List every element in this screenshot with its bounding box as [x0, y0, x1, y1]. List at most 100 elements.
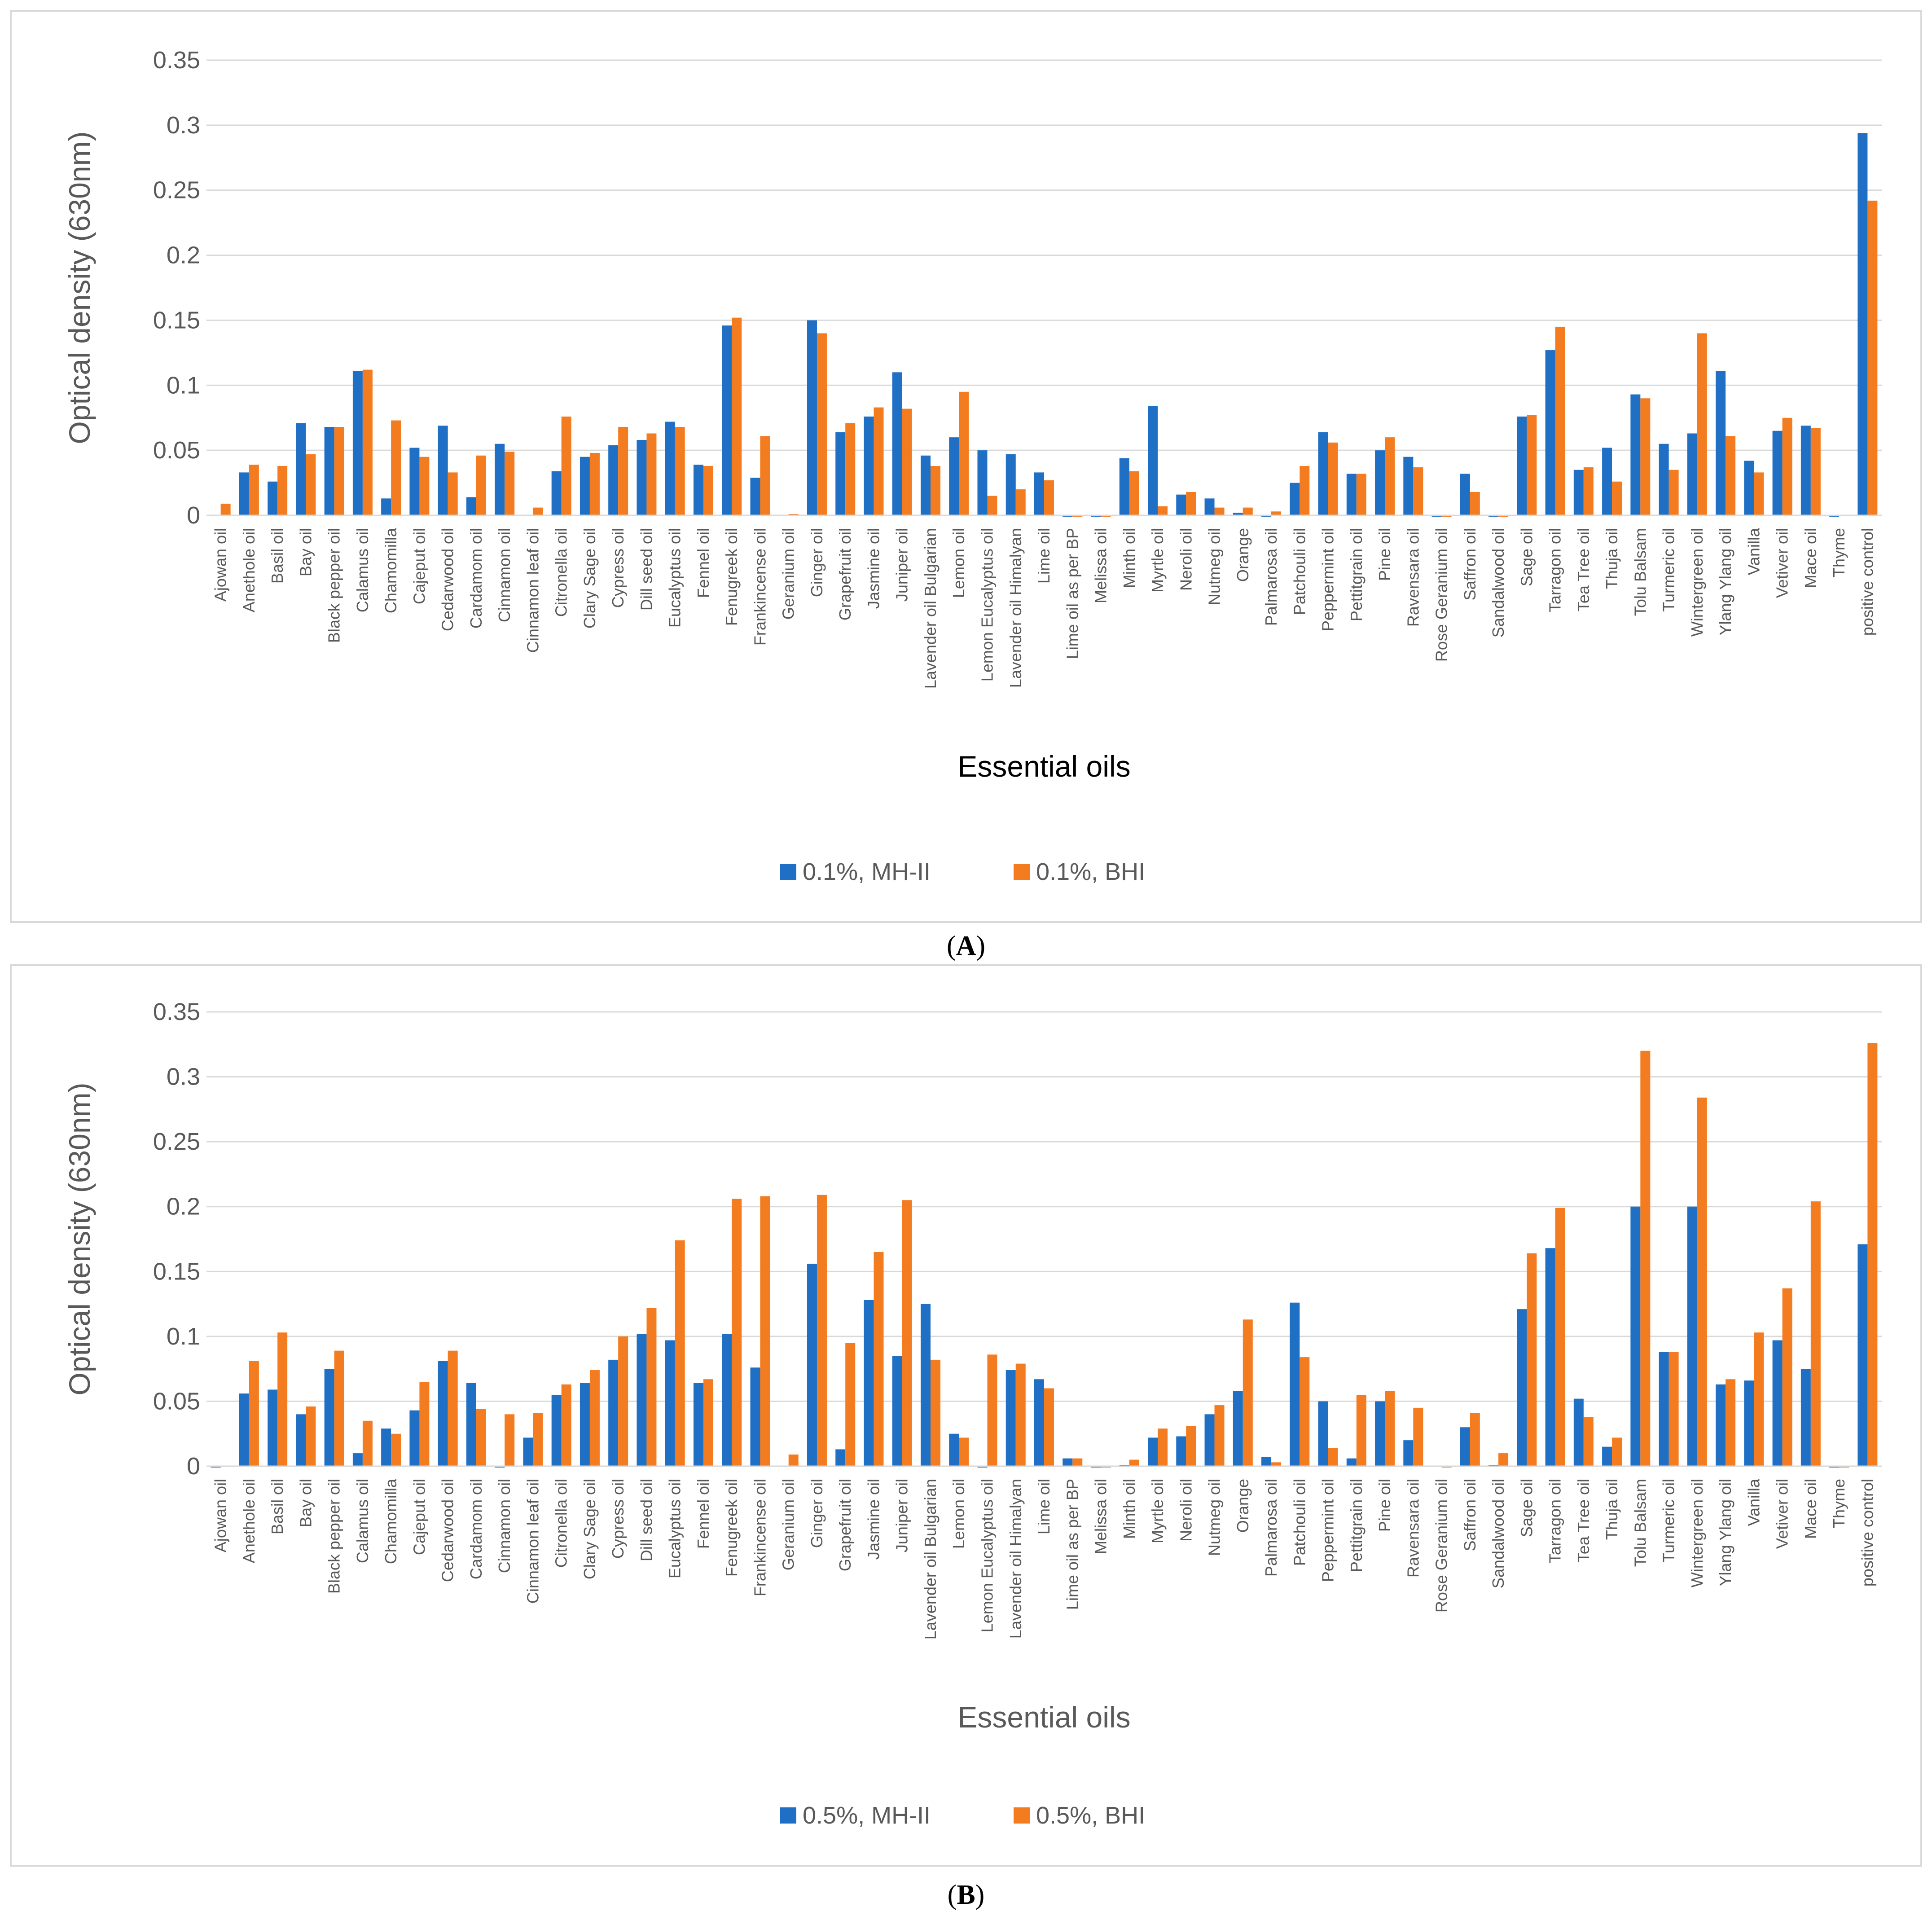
chart-a-bar-0-1-mh-ii-dill-seed-oil: [637, 439, 647, 515]
chart-b-bar-0-5-mh-ii-cinnamon-leaf-oil: [523, 1437, 533, 1466]
caption-a-label: A: [956, 931, 976, 961]
chart-a-bar-0-1-mh-ii-ravensara-oil: [1403, 457, 1414, 515]
chart-b-category-label: Thuja oil: [1603, 1479, 1621, 1540]
chart-a-bar-0-1-bhi-nutmeg-oil: [1214, 507, 1225, 515]
chart-b-bar-0-5-bhi-myrtle-oil: [1158, 1428, 1168, 1466]
chart-a-category-label: Jasmine oil: [864, 528, 883, 609]
chart-a-y-tick-label: 0.25: [153, 177, 200, 204]
chart-a-bar-0-1-mh-ii-black-pepper-oil: [324, 426, 334, 515]
chart-a-bar-0-1-bhi-palmarosa-oil: [1271, 511, 1282, 515]
chart-a-legend-swatch-0-1-mh-ii: [780, 864, 796, 880]
chart-b-bar-0-5-mh-ii-orange: [1233, 1391, 1243, 1466]
chart-a-legend-label-0-1-bhi: 0.1%, BHI: [1036, 858, 1145, 885]
chart-a-category-label: Vetiver oil: [1773, 528, 1791, 598]
chart-a-y-axis-title: Optical density (630nm): [63, 132, 96, 444]
chart-b-bar-0-5-mh-ii-thuja-oil: [1602, 1446, 1612, 1466]
chart-b-category-label: Clary Sage oil: [580, 1479, 599, 1579]
chart-a-bar-0-1-mh-ii-fenugreek-oil: [722, 325, 732, 515]
chart-a-legend-label-0-1-mh-ii: 0.1%, MH-II: [803, 858, 931, 885]
chart-b-bar-0-5-mh-ii-cajeput-oil: [409, 1410, 420, 1466]
chart-b-category-label: Lavender oil Bulgarian: [921, 1479, 940, 1639]
chart-a-category-label: Lemon Eucalyptus oil: [978, 528, 996, 681]
chart-a-category-label: Orange: [1234, 528, 1252, 582]
chart-a-bar-0-1-bhi-neroli-oil: [1186, 492, 1196, 515]
chart-a-bar-0-1-bhi-lavender-oil-himalyan: [1015, 489, 1026, 515]
chart-a-category-label: Pettitgrain oil: [1347, 528, 1366, 621]
chart-a-bar-0-1-bhi-pettitgrain-oil: [1356, 474, 1366, 515]
chart-a-bar-0-1-bhi-ginger-oil: [817, 333, 827, 515]
chart-b-category-label: Peppermint oil: [1319, 1479, 1337, 1582]
chart-b-bar-0-5-bhi-lemon-oil: [959, 1437, 969, 1466]
chart-b-bar-0-5-bhi-tarragon-oil: [1555, 1208, 1565, 1466]
chart-b-bar-0-5-mh-ii-cypress-oil: [608, 1359, 619, 1466]
chart-b-bar-0-5-bhi-lime-oil-as-per-bp: [1072, 1458, 1083, 1466]
chart-a-bar-0-1-mh-ii-lime-oil: [1034, 472, 1044, 515]
chart-b-bar-0-5-mh-ii-dill-seed-oil: [637, 1334, 647, 1466]
chart-b-bar-0-5-bhi-jasmine-oil: [874, 1252, 884, 1466]
chart-panel-b: 0 0.05 0.1 0.15 0.2 0.25 0.3 0.35 Ajowan oil Anet…: [10, 964, 1922, 1867]
chart-a-bar-0-1-bhi-turmeric-oil: [1669, 470, 1679, 515]
chart-a-category-label: Fenugreek oil: [722, 528, 741, 626]
chart-a-bar-0-1-bhi-sage-oil: [1527, 415, 1537, 515]
chart-b-bar-0-5-bhi-orange: [1243, 1319, 1253, 1466]
chart-b-category-label: Cinnamon leaf oil: [523, 1479, 542, 1604]
chart-a-bar-0-1-bhi-eucalyptus-oil: [675, 426, 685, 515]
chart-b-bar-0-5-bhi-mace-oil: [1810, 1201, 1821, 1466]
chart-a-bar-0-1-mh-ii-myrtle-oil: [1148, 406, 1158, 515]
chart-a-bar-0-1-mh-ii-jasmine-oil: [864, 416, 874, 515]
chart-a-bar-0-1-bhi-grapefruit-oil: [845, 423, 856, 515]
chart-b-category-label: Ginger oil: [808, 1479, 826, 1548]
chart-a-category-label: Black pepper oil: [325, 528, 343, 643]
chart-b-bar-0-5-mh-ii-turmeric-oil: [1659, 1352, 1669, 1466]
chart-b-bar-0-5-bhi-palmarosa-oil: [1271, 1462, 1282, 1466]
chart-b-bar-0-5-bhi-cypress-oil: [618, 1336, 628, 1466]
chart-a-category-label: Lemon oil: [949, 528, 968, 598]
chart-a-category-label: Lime oil as per BP: [1063, 528, 1081, 659]
chart-a-bar-0-1-mh-ii-fennel-oil: [693, 465, 703, 515]
chart-b-bar-0-5-mh-ii-chamomilla: [381, 1428, 391, 1466]
chart-a-bar-0-1-bhi-saffron-oil: [1470, 492, 1480, 515]
chart-a-bar-0-1-bhi-myrtle-oil: [1158, 506, 1168, 515]
chart-b-bar-0-5-bhi-lavender-oil-bulgarian: [930, 1359, 940, 1466]
chart-a-bar-0-1-bhi-juniper-oil: [902, 409, 912, 515]
chart-a-bar-0-1-mh-ii-pettitgrain-oil: [1346, 474, 1357, 515]
chart-b-bar-0-5-mh-ii-frankincense-oil: [750, 1367, 760, 1466]
chart-b-category-label: Ylang Ylang oil: [1716, 1479, 1734, 1587]
chart-b-bar-0-5-bhi-frankincense-oil: [760, 1196, 770, 1466]
chart-a-category-label: Eucalyptus oil: [666, 528, 684, 628]
chart-b-bar-0-5-bhi-lavender-oil-himalyan: [1015, 1363, 1026, 1466]
chart-b-bar-0-5-bhi-cinnamon-oil: [505, 1414, 515, 1466]
chart-a-category-label: Myrtle oil: [1148, 528, 1167, 593]
chart-b-bar-0-5-bhi-ylang-ylang-oil: [1726, 1379, 1736, 1466]
chart-a-bar-0-1-mh-ii-tolu-balsam: [1630, 394, 1641, 515]
chart-a-category-label: Cajeput oil: [410, 528, 428, 604]
chart-a-category-label: Bay oil: [296, 528, 315, 576]
chart-a-category-label: Clary Sage oil: [580, 528, 599, 628]
chart-b-bar-0-5-mh-ii-grapefruit-oil: [835, 1449, 846, 1466]
caption-b: (B): [947, 1880, 985, 1910]
chart-b-bar-0-5-bhi-pettitgrain-oil: [1356, 1394, 1366, 1466]
chart-a-bar-0-1-bhi-peppermint-oil: [1328, 442, 1338, 515]
chart-a-bar-0-1-bhi-black-pepper-oil: [334, 426, 344, 515]
chart-b-category-label: Ajowan oil: [211, 1479, 230, 1552]
chart-b-bar-0-5-mh-ii-tolu-balsam: [1630, 1206, 1641, 1466]
chart-b-y-tick-label: 0.35: [153, 998, 200, 1025]
chart-b-category-label: Basil oil: [268, 1479, 286, 1534]
chart-a-bar-0-1-mh-ii-basil-oil: [268, 481, 278, 515]
chart-b-category-label: Geranium oil: [779, 1479, 798, 1570]
chart-a-category-label: Calamus oil: [353, 528, 372, 612]
chart-b-category-label: Tarragon oil: [1546, 1479, 1564, 1563]
chart-b-bar-0-5-bhi-calamus-oil: [362, 1420, 373, 1466]
chart-a-bar-0-1-bhi-fennel-oil: [703, 466, 713, 515]
chart-b-category-label: Calamus oil: [353, 1479, 372, 1563]
chart-b-bar-0-5-mh-ii-basil-oil: [268, 1389, 278, 1466]
chart-b-category-label: Lime oil: [1035, 1479, 1053, 1534]
chart-a-bar-0-1-bhi-calamus-oil: [362, 369, 373, 515]
chart-a-category-label: Rose Geranium oil: [1432, 528, 1451, 662]
chart-b-bar-0-5-mh-ii-cedarwood-oil: [438, 1361, 448, 1466]
chart-a-category-label: Citronella oil: [552, 528, 571, 617]
chart-b-legend-label-0-5-bhi: 0.5%, BHI: [1036, 1802, 1145, 1829]
chart-b-bar-0-5-bhi-vanilla: [1754, 1332, 1764, 1466]
chart-a-bar-0-1-bhi-tolu-balsam: [1640, 398, 1651, 515]
chart-a-y-tick-label: 0: [187, 502, 200, 529]
